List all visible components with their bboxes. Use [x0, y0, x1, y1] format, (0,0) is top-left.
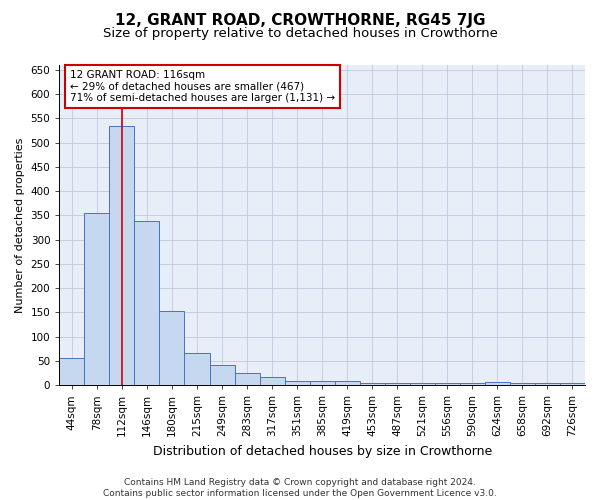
Bar: [160, 311, 184, 385]
Bar: [284, 381, 310, 385]
Bar: [209, 364, 235, 385]
Bar: [485, 382, 510, 385]
Bar: [260, 378, 284, 385]
Bar: [310, 381, 335, 385]
Bar: [510, 383, 535, 385]
Bar: [134, 221, 160, 385]
Bar: [235, 374, 260, 385]
Bar: [385, 382, 410, 385]
Text: 12 GRANT ROAD: 116sqm
← 29% of detached houses are smaller (467)
71% of semi-det: 12 GRANT ROAD: 116sqm ← 29% of detached …: [70, 70, 335, 103]
Bar: [335, 381, 360, 385]
Bar: [410, 382, 435, 385]
Y-axis label: Number of detached properties: Number of detached properties: [15, 138, 25, 312]
Bar: [460, 383, 485, 385]
Bar: [59, 358, 85, 385]
X-axis label: Distribution of detached houses by size in Crowthorne: Distribution of detached houses by size …: [152, 444, 492, 458]
Bar: [184, 354, 209, 385]
Text: 12, GRANT ROAD, CROWTHORNE, RG45 7JG: 12, GRANT ROAD, CROWTHORNE, RG45 7JG: [115, 12, 485, 28]
Bar: [535, 383, 560, 385]
Text: Size of property relative to detached houses in Crowthorne: Size of property relative to detached ho…: [103, 28, 497, 40]
Bar: [85, 213, 109, 385]
Bar: [109, 126, 134, 385]
Text: Contains HM Land Registry data © Crown copyright and database right 2024.
Contai: Contains HM Land Registry data © Crown c…: [103, 478, 497, 498]
Bar: [560, 382, 585, 385]
Bar: [360, 382, 385, 385]
Bar: [435, 382, 460, 385]
